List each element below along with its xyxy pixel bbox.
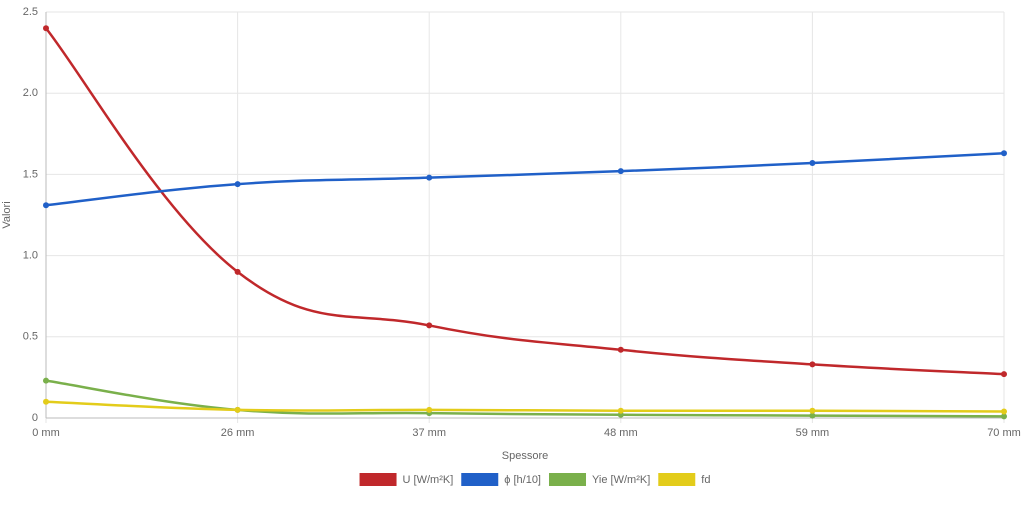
point (1001, 413, 1007, 420)
point (43, 398, 49, 405)
point (234, 406, 241, 413)
legend-swatch (549, 473, 587, 486)
legend-label: fd (701, 474, 710, 486)
x-tick-label: 37 mm (412, 427, 446, 439)
point (426, 322, 433, 329)
legend-label: Yie [W/m²K] (592, 474, 650, 486)
x-tick-label: 59 mm (796, 427, 830, 439)
point (809, 407, 816, 414)
point (234, 268, 241, 275)
x-tick-label: 26 mm (221, 427, 255, 439)
point (426, 406, 433, 413)
point (43, 25, 49, 32)
series-line (45, 27, 1005, 376)
y-axis-title: Valori (1, 201, 13, 228)
legend-label: U [W/m²K] (403, 474, 454, 486)
x-tick-label: 70 mm (987, 427, 1021, 439)
point (617, 168, 624, 175)
y-tick-label: 2.0 (23, 87, 38, 99)
y-tick-label: 1.5 (23, 168, 38, 180)
x-tick-label: 0 mm (32, 427, 60, 439)
y-tick-label: 0 (32, 412, 38, 424)
x-tick-label: 48 mm (604, 427, 638, 439)
legend-swatch (658, 473, 696, 486)
point (1001, 408, 1007, 415)
series-line (45, 152, 1005, 207)
series-line (45, 379, 1005, 418)
point (43, 202, 49, 209)
point (617, 346, 624, 353)
point (809, 412, 816, 419)
legend-swatch (359, 473, 397, 486)
point (1001, 150, 1007, 157)
point (1001, 371, 1007, 378)
point (809, 361, 816, 368)
point (43, 377, 49, 384)
legend-label: ϕ [h/10] (504, 474, 541, 486)
legend-swatch (461, 473, 499, 486)
y-tick-label: 1.0 (23, 250, 38, 262)
series-line (45, 400, 1005, 413)
y-tick-label: 0.5 (23, 331, 38, 343)
point (426, 174, 433, 181)
y-tick-label: 2.5 (23, 6, 38, 18)
x-axis-title: Spessore (502, 450, 548, 462)
point (617, 407, 624, 414)
point (809, 160, 816, 167)
point (234, 181, 241, 188)
